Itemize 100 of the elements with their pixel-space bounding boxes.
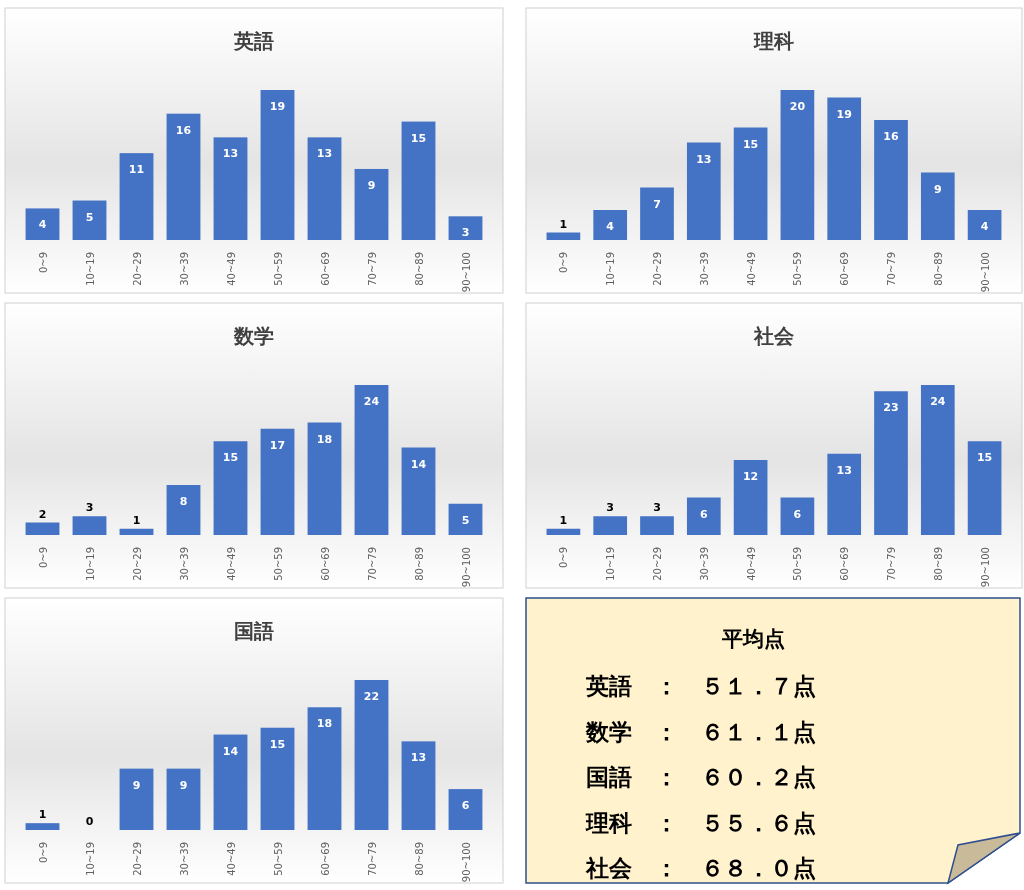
- x-tick-label: 10~19: [84, 842, 96, 876]
- x-tick-label: 0~9: [37, 252, 49, 274]
- data-label: 6: [793, 507, 802, 521]
- x-tick-label: 90~100: [979, 252, 991, 293]
- data-label: 4: [38, 218, 47, 232]
- x-tick-label: 20~29: [652, 547, 663, 581]
- x-tick-label: 30~39: [178, 547, 190, 581]
- data-label: 2: [38, 507, 47, 521]
- data-label: 1: [559, 217, 568, 231]
- bar: [874, 120, 908, 240]
- data-label: 18: [316, 717, 333, 731]
- data-label: 5: [85, 210, 94, 224]
- x-tick-label: 30~39: [698, 252, 710, 286]
- x-tick-label: 80~89: [413, 842, 425, 876]
- bar: [354, 385, 389, 535]
- data-label: 9: [179, 778, 188, 792]
- bar: [827, 453, 862, 535]
- x-tick-label: 40~49: [225, 252, 237, 286]
- bar: [401, 741, 436, 830]
- bar: [25, 208, 60, 240]
- x-tick-label: 60~69: [839, 547, 851, 581]
- bar: [401, 447, 436, 535]
- data-label: 4: [606, 220, 615, 233]
- x-tick-label: 20~29: [131, 547, 143, 581]
- x-tick-label: 50~59: [792, 547, 804, 581]
- bar: [307, 422, 342, 535]
- x-tick-label: 90~100: [979, 547, 991, 588]
- data-label: 1: [38, 808, 47, 822]
- bar: [874, 391, 908, 535]
- bar: [593, 210, 628, 240]
- bar: [307, 707, 342, 830]
- x-tick-label: 50~59: [272, 547, 284, 581]
- bar: [213, 734, 248, 830]
- data-label: 15: [269, 737, 286, 751]
- x-tick-label: 20~29: [131, 252, 143, 286]
- bar: [166, 768, 201, 830]
- x-tick-label: 60~69: [839, 252, 851, 286]
- x-tick-label: 90~100: [460, 547, 472, 588]
- data-label: 15: [222, 451, 239, 465]
- bar: [686, 497, 721, 535]
- data-label: 13: [696, 152, 712, 166]
- bar: [448, 503, 483, 535]
- data-label: 8: [179, 495, 188, 508]
- bar: [593, 516, 628, 535]
- data-label: 13: [836, 463, 852, 477]
- x-tick-label: 0~9: [37, 547, 49, 569]
- data-label: 23: [883, 401, 899, 415]
- text: 英語 ： ５１．７点: [585, 673, 816, 699]
- chart-title: 数学: [233, 324, 274, 348]
- x-tick-label: 70~79: [366, 842, 378, 876]
- data-label: 1: [132, 513, 141, 527]
- bar: [827, 97, 862, 240]
- bar: [166, 485, 201, 535]
- bar: [354, 680, 389, 830]
- chart-title: 英語: [233, 29, 274, 53]
- x-tick-label: 60~69: [319, 252, 331, 286]
- x-tick-label: 20~29: [131, 842, 143, 876]
- data-label: 17: [269, 438, 286, 452]
- text: 平均点: [720, 627, 785, 651]
- x-tick-label: 80~89: [932, 547, 944, 581]
- text: 理科 ： ５５．６点: [585, 809, 816, 836]
- bar: [546, 232, 581, 240]
- data-label: 19: [269, 100, 286, 113]
- bar: [733, 127, 768, 240]
- data-label: 16: [175, 123, 192, 137]
- data-label: 4: [980, 220, 989, 233]
- bar: [967, 441, 1002, 535]
- bar: [686, 142, 721, 240]
- data-label: 7: [653, 197, 661, 211]
- x-tick-label: 70~79: [886, 547, 897, 581]
- text: 社会 ： ６８．０点: [585, 855, 816, 881]
- x-tick-label: 20~29: [652, 252, 663, 286]
- data-label: 1: [559, 513, 568, 527]
- data-label: 13: [316, 147, 333, 161]
- x-tick-label: 30~39: [178, 842, 190, 876]
- data-label: 6: [461, 799, 470, 813]
- data-label: 16: [883, 130, 899, 143]
- data-label: 22: [363, 690, 380, 703]
- bar: [72, 516, 107, 535]
- x-tick-label: 10~19: [605, 547, 617, 581]
- data-label: 24: [363, 395, 380, 408]
- x-tick-label: 80~89: [413, 252, 425, 286]
- bar: [780, 497, 815, 535]
- data-label: 15: [742, 137, 759, 151]
- bar: [780, 90, 815, 240]
- x-tick-label: 30~39: [698, 547, 710, 581]
- data-label: 0: [85, 815, 94, 828]
- x-tick-label: 50~59: [272, 842, 284, 876]
- data-label: 24: [930, 395, 946, 408]
- data-label: 20: [789, 100, 806, 113]
- x-tick-label: 0~9: [558, 252, 570, 274]
- x-tick-label: 40~49: [225, 547, 237, 581]
- bar: [920, 385, 955, 535]
- x-tick-label: 80~89: [413, 547, 425, 581]
- bar: [967, 210, 1002, 240]
- chart-title: 国語: [234, 619, 274, 643]
- data-label: 18: [316, 432, 333, 446]
- x-tick-label: 90~100: [460, 842, 472, 883]
- x-tick-label: 70~79: [366, 252, 378, 286]
- x-tick-label: 10~19: [605, 252, 617, 286]
